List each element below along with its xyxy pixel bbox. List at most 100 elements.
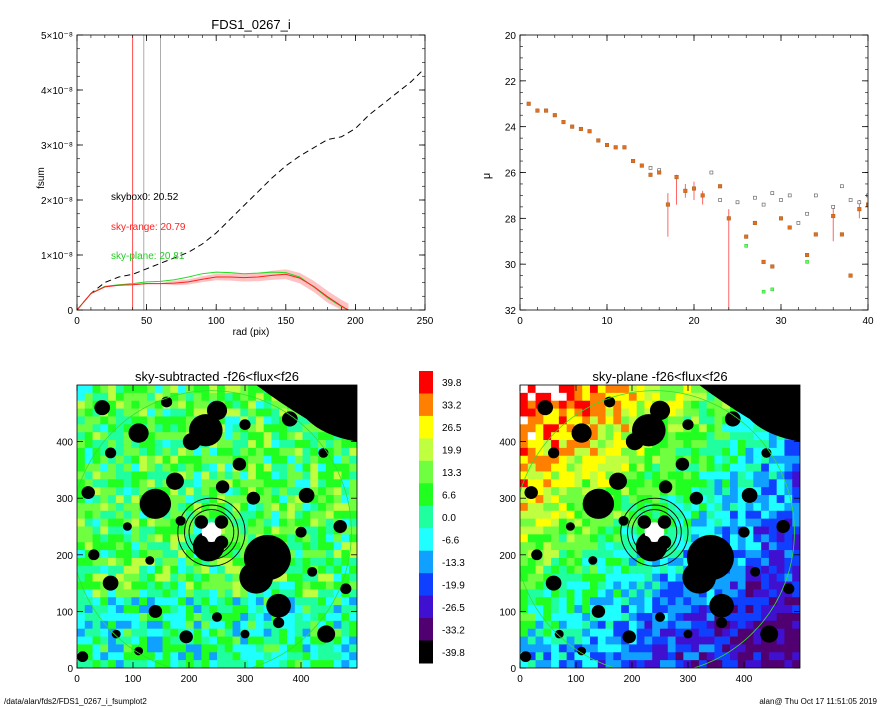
map-pixel xyxy=(232,565,241,575)
map-pixel xyxy=(667,510,676,520)
map-pixel xyxy=(706,495,715,504)
map-pixel xyxy=(77,385,86,394)
map-pixel xyxy=(333,605,342,614)
map-pixel xyxy=(706,471,715,480)
map-pixel xyxy=(753,510,762,520)
map-pixel xyxy=(543,597,552,606)
map-pixel xyxy=(92,455,101,465)
map-pixel xyxy=(131,628,140,637)
masked-source xyxy=(239,561,273,594)
map-pixel xyxy=(302,612,311,622)
map-pixel xyxy=(84,565,93,575)
map-pixel xyxy=(131,573,140,582)
map-pixel xyxy=(597,589,606,598)
map-pixel xyxy=(325,526,335,535)
map-pixel xyxy=(302,447,311,457)
map-pixel xyxy=(287,557,296,567)
mu-point xyxy=(813,232,818,237)
skybox0-annotation: skybox0: 20.52 xyxy=(111,192,179,203)
map-pixel xyxy=(737,636,746,645)
map-pixel xyxy=(698,471,708,480)
map-pixel xyxy=(621,432,630,441)
map-pixel xyxy=(543,487,552,496)
map-pixel xyxy=(147,432,156,441)
map-pixel xyxy=(84,542,93,551)
map-pixel xyxy=(92,573,101,582)
fsum-y-tick-label: 5×10⁻⁸ xyxy=(41,31,73,42)
map-pixel xyxy=(232,416,241,425)
map-pixel xyxy=(722,408,731,417)
map-pixel xyxy=(294,455,303,465)
map-pixel xyxy=(730,463,739,472)
map-pixel xyxy=(263,416,272,425)
map-pixel xyxy=(325,542,335,551)
map-pixel xyxy=(108,416,117,425)
map-pixel xyxy=(248,636,257,645)
masked-source xyxy=(657,515,672,529)
map-pixel xyxy=(154,408,163,417)
map-pixel xyxy=(333,652,342,661)
map-pixel xyxy=(185,612,195,622)
map-pixel xyxy=(170,455,179,465)
map-pixel xyxy=(644,620,653,630)
map-pixel xyxy=(745,447,754,457)
map-pixel xyxy=(730,455,739,465)
map-pixel xyxy=(574,392,583,402)
map-pixel xyxy=(310,636,319,645)
map-pixel xyxy=(535,385,544,394)
map-pixel xyxy=(349,510,357,520)
map-pixel xyxy=(675,385,684,394)
map-pixel xyxy=(294,605,303,614)
map-pixel xyxy=(613,628,622,637)
map-pixel xyxy=(201,510,210,520)
map-pixel xyxy=(768,487,778,496)
map-pixel xyxy=(582,573,591,582)
map-pixel xyxy=(558,620,568,630)
map-pixel xyxy=(558,479,568,488)
map-pixel xyxy=(520,424,529,433)
map-pixel xyxy=(318,605,327,614)
map-pixel xyxy=(527,620,536,630)
map-pixel xyxy=(92,471,101,480)
map-pixel xyxy=(341,440,350,449)
map-pixel xyxy=(737,581,746,590)
map-pixel xyxy=(162,542,171,551)
map-pixel xyxy=(776,652,785,661)
map-pixel xyxy=(613,502,622,512)
map-pixel xyxy=(154,471,163,480)
map-pixel xyxy=(77,612,86,622)
map-pixel xyxy=(628,557,638,567)
map-pixel xyxy=(240,455,249,465)
map-pixel xyxy=(162,518,171,527)
map-pixel xyxy=(776,557,785,567)
mu-point-skybox xyxy=(831,205,836,209)
map-pixel xyxy=(745,471,754,480)
mu-point xyxy=(839,232,844,237)
map-pixel xyxy=(613,400,622,409)
map-pixel xyxy=(162,620,171,630)
map-pixel xyxy=(761,495,770,504)
map-pixel xyxy=(263,408,272,417)
colorbar-swatch xyxy=(419,640,433,664)
map-pixel xyxy=(582,408,591,417)
map-pixel xyxy=(77,526,86,535)
map-pixel xyxy=(776,636,785,645)
map-pixel xyxy=(248,408,257,417)
map-pixel xyxy=(123,573,132,582)
map-pixel xyxy=(147,660,156,668)
masked-source xyxy=(333,520,347,533)
map-pixel xyxy=(714,416,723,425)
map-pixel xyxy=(263,487,272,496)
map-pixel xyxy=(349,660,357,668)
map-pixel xyxy=(792,542,800,551)
map-pixel xyxy=(131,400,140,409)
map-pixel xyxy=(123,432,132,441)
map-pixel xyxy=(605,644,614,653)
map-pixel xyxy=(162,644,171,653)
map-pixel xyxy=(294,534,303,543)
map-pixel xyxy=(660,440,669,449)
map-pixel xyxy=(706,660,715,668)
map-pixel xyxy=(698,463,708,472)
map-pixel xyxy=(784,612,793,622)
map-pixel xyxy=(667,502,676,512)
